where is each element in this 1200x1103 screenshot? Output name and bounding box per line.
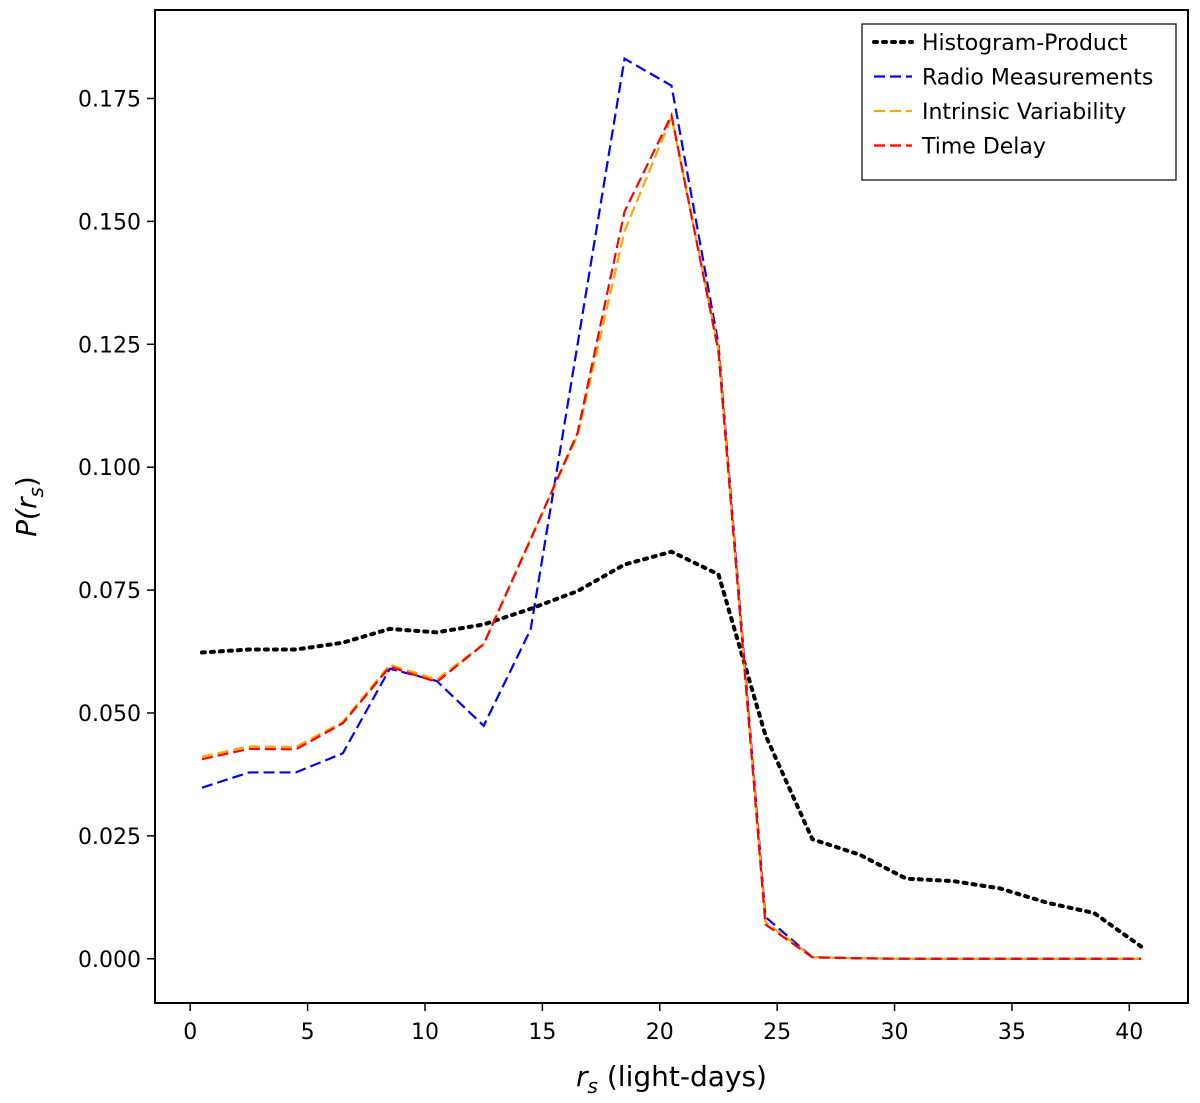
y-axis: 0.000 0.025 0.050 0.075 0.100 0.125 0.150 0.175: [78, 87, 155, 973]
series-line-radio-measurements: [201, 56, 1142, 960]
y-tick-label: 0.075: [78, 579, 141, 604]
x-tick-label: 40: [1115, 1020, 1143, 1045]
legend: Histogram-Product Radio Measurements Intri…: [861, 23, 1177, 181]
x-tick-label: 35: [998, 1020, 1026, 1045]
legend-label: Intrinsic Variability: [922, 100, 1126, 125]
x-tick-label: 5: [301, 1020, 315, 1045]
x-axis: 0 5 10 15 20 25 30 35 40: [183, 1003, 1143, 1045]
legend-label: Time Delay: [921, 135, 1046, 160]
y-tick-label: 0.150: [78, 210, 141, 235]
legend-label: Radio Measurements: [922, 66, 1153, 91]
y-axis-label: P(rs): [10, 476, 48, 537]
x-axis-label: rs (light-days): [576, 1060, 767, 1098]
y-tick-label: 0.100: [78, 456, 141, 481]
x-tick-label: 0: [183, 1020, 197, 1045]
x-tick-label: 10: [411, 1020, 439, 1045]
legend-item: Histogram-Product: [872, 31, 1128, 56]
legend-item: Time Delay: [874, 135, 1046, 160]
legend-label: Histogram-Product: [922, 31, 1128, 56]
legend-item: Intrinsic Variability: [874, 100, 1126, 125]
series-line-time-delay: [201, 111, 1142, 960]
x-tick-label: 25: [763, 1020, 791, 1045]
y-tick-label: 0.175: [78, 87, 141, 112]
y-tick-label: 0.000: [78, 948, 141, 973]
series-line-histogram-product: [199, 549, 1144, 949]
legend-box: [861, 23, 1177, 181]
plot-frame: [154, 9, 1189, 1004]
legend-item: Radio Measurements: [874, 66, 1153, 91]
y-tick-label: 0.125: [78, 333, 141, 358]
x-tick-label: 30: [881, 1020, 909, 1045]
x-tick-label: 20: [646, 1020, 674, 1045]
y-tick-label: 0.025: [78, 825, 141, 850]
series-line-intrinsic-variability: [201, 113, 1142, 960]
series-layer: [199, 56, 1144, 960]
y-tick-label: 0.050: [78, 702, 141, 727]
x-tick-label: 15: [528, 1020, 556, 1045]
